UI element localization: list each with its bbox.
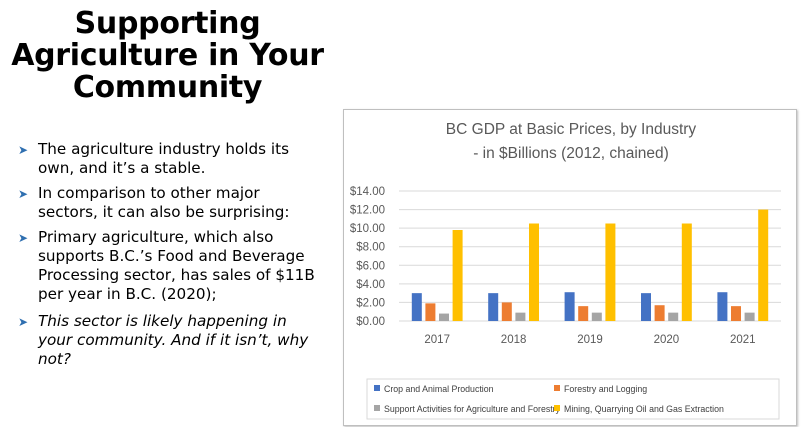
bar bbox=[425, 303, 436, 321]
bar bbox=[578, 306, 589, 321]
bar bbox=[501, 302, 512, 321]
slide-title-line-3: Community bbox=[72, 70, 263, 105]
bullet-item: ➤ This sector is likely happening in your… bbox=[18, 312, 323, 369]
y-tick-label: $14.00 bbox=[350, 186, 385, 198]
slide-title-line-2: Agriculture in Your bbox=[11, 38, 324, 73]
y-tick-label: $2.00 bbox=[356, 297, 385, 309]
bar bbox=[439, 313, 449, 321]
bullet-list: ➤ The agriculture industry holds its own,… bbox=[18, 140, 323, 375]
legend-label: Support Activities for Agriculture and F… bbox=[384, 404, 561, 414]
bar bbox=[758, 209, 769, 321]
bar bbox=[681, 223, 692, 321]
x-tick-label: 2017 bbox=[424, 334, 450, 346]
bar bbox=[641, 293, 651, 321]
y-tick-label: $8.00 bbox=[356, 242, 385, 254]
arrow-bullet-icon: ➤ bbox=[18, 143, 29, 157]
y-tick-label: $6.00 bbox=[356, 260, 385, 272]
legend-label: Crop and Animal Production bbox=[384, 384, 494, 394]
x-tick-label: 2019 bbox=[577, 334, 603, 346]
bar bbox=[564, 292, 575, 321]
y-tick-label: $4.00 bbox=[356, 279, 385, 291]
bar bbox=[605, 223, 616, 321]
bullet-text: The agriculture industry holds its own, … bbox=[38, 140, 289, 177]
bullet-item: ➤ The agriculture industry holds its own,… bbox=[18, 140, 323, 178]
arrow-bullet-icon: ➤ bbox=[18, 315, 29, 329]
x-tick-label: 2020 bbox=[654, 334, 680, 346]
bar bbox=[411, 293, 422, 321]
legend-label: Forestry and Logging bbox=[564, 384, 647, 394]
chart-title-line: BC GDP at Basic Prices, by Industry bbox=[446, 121, 697, 138]
legend-swatch bbox=[374, 405, 380, 411]
y-tick-label: $0.00 bbox=[356, 316, 385, 328]
slide-title: Supporting Agriculture in Your Community bbox=[0, 8, 335, 104]
bullet-text: Primary agriculture, which also supports… bbox=[38, 228, 315, 303]
chart-container: BC GDP at Basic Prices, by Industry - in … bbox=[343, 109, 797, 426]
bar bbox=[488, 293, 499, 321]
bullet-text: In comparison to other major sectors, it… bbox=[38, 184, 290, 221]
bar bbox=[654, 305, 665, 321]
legend-label: Mining, Quarrying Oil and Gas Extraction bbox=[564, 404, 724, 414]
chart-title-line: - in $Billions (2012, chained) bbox=[473, 145, 669, 162]
x-tick-label: 2018 bbox=[501, 334, 527, 346]
legend-swatch bbox=[554, 405, 560, 411]
slide-title-line-1: Supporting bbox=[74, 6, 261, 41]
bar bbox=[717, 292, 728, 321]
arrow-bullet-icon: ➤ bbox=[18, 231, 29, 245]
gdp-bar-chart: BC GDP at Basic Prices, by Industry - in … bbox=[350, 121, 781, 420]
x-tick-label: 2021 bbox=[730, 334, 756, 346]
legend-swatch bbox=[554, 385, 560, 391]
y-tick-label: $12.00 bbox=[350, 205, 385, 217]
bullet-item: ➤ Primary agriculture, which also support… bbox=[18, 228, 323, 304]
bar bbox=[515, 312, 526, 321]
legend-swatch bbox=[374, 385, 380, 391]
bar bbox=[731, 306, 741, 321]
y-tick-label: $10.00 bbox=[350, 223, 385, 235]
bullet-item: ➤ In comparison to other major sectors, i… bbox=[18, 184, 323, 222]
bar bbox=[744, 312, 755, 321]
bar bbox=[529, 223, 539, 321]
bullet-text: This sector is likely happening in your … bbox=[38, 312, 309, 368]
bar bbox=[668, 312, 679, 321]
bar bbox=[591, 312, 602, 321]
bar bbox=[452, 230, 463, 321]
legend-box bbox=[366, 378, 780, 420]
arrow-bullet-icon: ➤ bbox=[18, 187, 29, 201]
